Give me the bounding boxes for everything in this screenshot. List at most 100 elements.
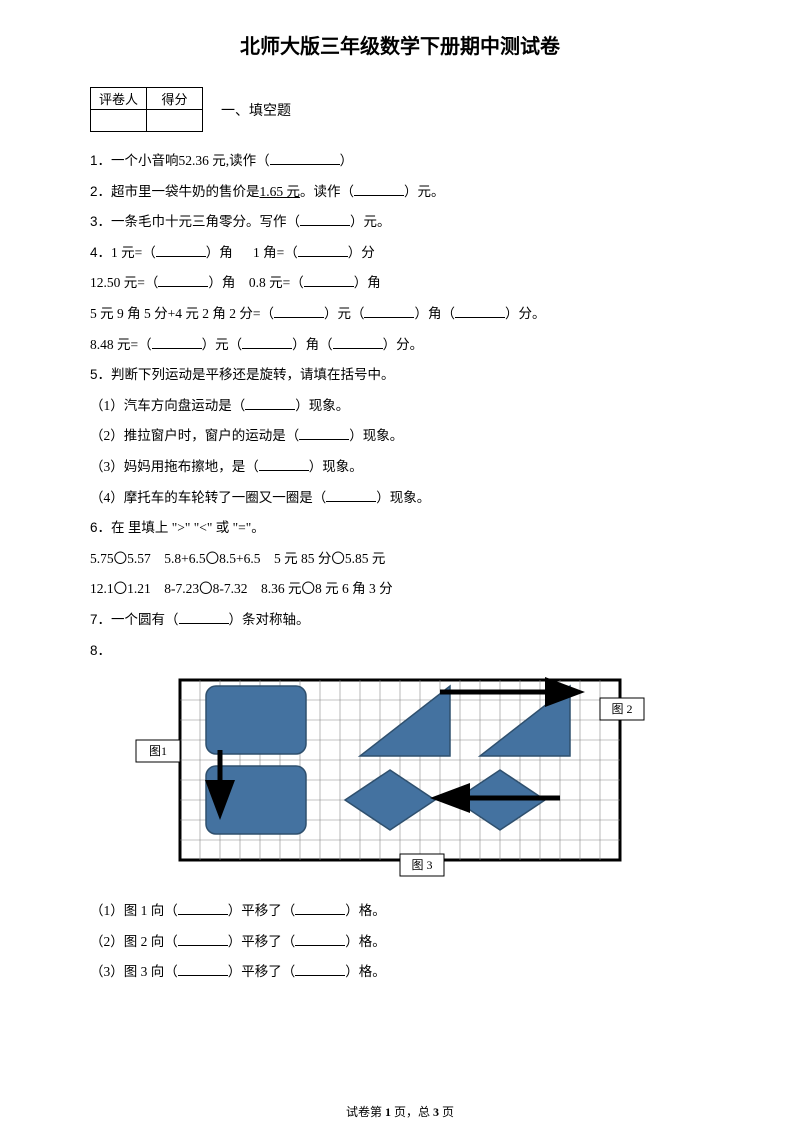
header-row: 评卷人 得分 一、填空题 xyxy=(90,87,710,132)
t: 5 元 9 角 5 分+4 元 2 角 2 分=（ xyxy=(90,306,274,321)
blank xyxy=(178,903,228,915)
t: ）元（ xyxy=(324,306,365,321)
q4-l4: 8.48 元=（ ）元（ ）角（ ）分。 xyxy=(90,334,710,356)
blank xyxy=(455,306,505,318)
q7-t1: 一个圆有（ xyxy=(111,612,179,627)
blank xyxy=(300,214,350,226)
q3-t: 一条毛巾十元三角零分。写作（ xyxy=(111,214,300,229)
footer-b: 1 xyxy=(385,1105,391,1119)
q6-t: 在 里填上 ">" "<" 或 "="。 xyxy=(111,520,265,535)
t: ）平移了（ xyxy=(228,964,296,979)
t: （3）图 3 向（ xyxy=(90,964,178,979)
q7: 7．一个圆有（ ）条对称轴。 xyxy=(90,609,710,631)
q8-diagram: 图1 图 2 图 3 xyxy=(130,670,670,890)
t: （1）图 1 向（ xyxy=(90,903,178,918)
points-header: 得分 xyxy=(147,88,203,110)
footer-d: 3 xyxy=(433,1105,439,1119)
q2-t1: 超市里一袋牛奶的售价是 xyxy=(111,184,260,199)
blank xyxy=(179,612,229,624)
t: ）格。 xyxy=(345,934,386,949)
q7-num: 7． xyxy=(90,612,111,627)
q4-l3: 5 元 9 角 5 分+4 元 2 角 2 分=（）元（）角（）分。 xyxy=(90,303,710,325)
footer-c: 页，总 xyxy=(394,1105,430,1119)
blank xyxy=(295,903,345,915)
blank xyxy=(364,306,414,318)
t: ）角 xyxy=(208,275,235,290)
t: ）格。 xyxy=(345,903,386,918)
q5-num: 5． xyxy=(90,367,111,382)
t: 1 元=（ xyxy=(111,245,156,260)
q2-num: 2． xyxy=(90,184,111,199)
blank xyxy=(274,306,324,318)
q2-price: 1.65 元 xyxy=(260,184,301,199)
t: ）现象。 xyxy=(309,459,363,474)
q2-t2: 。读作（ xyxy=(300,184,354,199)
page-title: 北师大版三年级数学下册期中测试卷 xyxy=(90,30,710,59)
t: ）分 xyxy=(348,245,375,260)
t: ）平移了（ xyxy=(228,903,296,918)
q6-dot: ． xyxy=(98,520,112,535)
blank xyxy=(298,245,348,257)
svg-text:图1: 图1 xyxy=(149,744,167,758)
t: ）分。 xyxy=(383,337,424,352)
q6-l1: 5.75〇5.57 5.8+6.5〇8.5+6.5 5 元 85 分〇5.85 … xyxy=(90,548,710,570)
svg-text:图 3: 图 3 xyxy=(411,858,432,872)
grader-cell xyxy=(91,110,147,132)
blank xyxy=(245,398,295,410)
q8-2: （2）图 2 向（ ）平移了（ ）格。 xyxy=(90,931,710,953)
blank xyxy=(295,934,345,946)
blank xyxy=(178,934,228,946)
t: ）角（ xyxy=(292,337,333,352)
q8: 8． xyxy=(90,640,710,662)
blank xyxy=(326,489,376,501)
t: ）现象。 xyxy=(376,490,430,505)
t: （2）推拉窗户时，窗户的运动是（ xyxy=(90,428,299,443)
q3-num: 3． xyxy=(90,214,111,229)
q4-l1: 4．1 元=（）角 1 角=（）分 xyxy=(90,242,710,264)
q1-t2: ） xyxy=(340,153,354,168)
blank xyxy=(152,336,202,348)
footer-a: 试卷第 xyxy=(346,1105,382,1119)
t: 0.8 元=（ xyxy=(249,275,304,290)
t: ）现象。 xyxy=(295,398,349,413)
section-label: 一、填空题 xyxy=(221,100,291,120)
t: 1 角=（ xyxy=(253,245,298,260)
q8-num: 8． xyxy=(90,643,111,658)
t: ）角 xyxy=(206,245,233,260)
t: （1）汽车方向盘运动是（ xyxy=(90,398,245,413)
q8-1: （1）图 1 向（ ）平移了（ ）格。 xyxy=(90,900,710,922)
t: （4）摩托车的车轮转了一圈又一圈是（ xyxy=(90,490,326,505)
q5-t: 判断下列运动是平移还是旋转，请填在括号中。 xyxy=(111,367,395,382)
blank xyxy=(158,275,208,287)
t: ）角（ xyxy=(414,306,455,321)
svg-text:图 2: 图 2 xyxy=(611,702,632,716)
blank xyxy=(295,964,345,976)
t: ）格。 xyxy=(345,964,386,979)
blank xyxy=(270,153,340,165)
t: 8.48 元=（ xyxy=(90,337,152,352)
blank xyxy=(242,336,292,348)
t: ）现象。 xyxy=(349,428,403,443)
grader-header: 评卷人 xyxy=(91,88,147,110)
q1-num: 1． xyxy=(90,153,111,168)
blank xyxy=(299,428,349,440)
t: （2）图 2 向（ xyxy=(90,934,178,949)
blank xyxy=(333,336,383,348)
blank xyxy=(259,459,309,471)
t: ）元（ xyxy=(202,337,243,352)
q1-t1: 一个小音响52.36 元,读作（ xyxy=(111,153,270,168)
blank xyxy=(178,964,228,976)
q5-3: （3）妈妈用拖布擦地，是（）现象。 xyxy=(90,456,710,478)
points-cell xyxy=(147,110,203,132)
q7-t2: ）条对称轴。 xyxy=(229,612,310,627)
t: ）平移了（ xyxy=(228,934,296,949)
t: 12.50 元=（ xyxy=(90,275,158,290)
diagram-svg: 图1 图 2 图 3 xyxy=(130,670,670,890)
q1: 1．一个小音响52.36 元,读作（ ） xyxy=(90,150,710,172)
q5-2: （2）推拉窗户时，窗户的运动是（ ）现象。 xyxy=(90,425,710,447)
q5-4: （4）摩托车的车轮转了一圈又一圈是（ ）现象。 xyxy=(90,487,710,509)
blank xyxy=(156,245,206,257)
q3-t2: ）元。 xyxy=(350,214,391,229)
q5-1: （1）汽车方向盘运动是（ ）现象。 xyxy=(90,395,710,417)
q2: 2．超市里一袋牛奶的售价是1.65 元。读作（）元。 xyxy=(90,181,710,203)
